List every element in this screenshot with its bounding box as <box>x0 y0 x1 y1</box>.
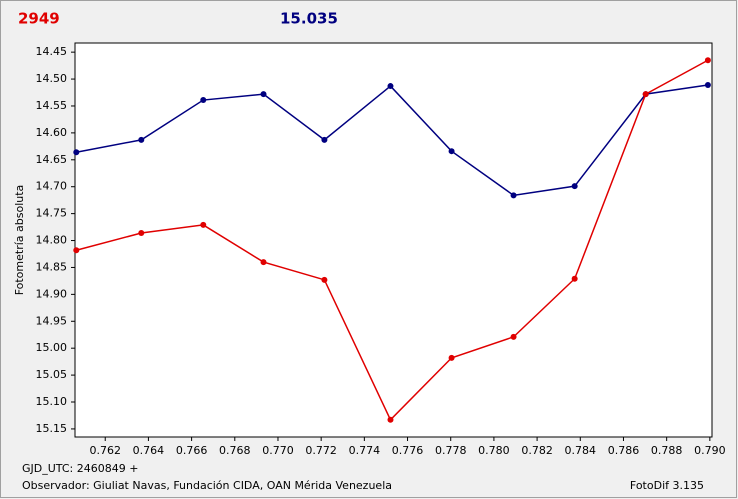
y-tick-label: 14.50 <box>36 72 68 85</box>
x-tick-label: 0.772 <box>305 444 337 457</box>
x-tick-label: 0.782 <box>521 444 553 457</box>
footer-observer: Observador: Giuliat Navas, Fundación CID… <box>22 479 392 492</box>
data-point <box>448 148 455 155</box>
data-point <box>321 276 328 283</box>
header-center: 15.035 <box>280 10 338 28</box>
x-tick-label: 0.770 <box>262 444 294 457</box>
y-tick-label: 15.05 <box>36 368 68 381</box>
data-point <box>321 136 328 143</box>
data-point <box>510 192 517 199</box>
y-tick-label: 14.95 <box>36 314 68 327</box>
x-tick-label: 0.790 <box>694 444 726 457</box>
x-tick-label: 0.778 <box>435 444 467 457</box>
data-point <box>704 57 711 64</box>
data-point <box>73 149 80 156</box>
x-tick-label: 0.774 <box>349 444 381 457</box>
y-tick-label: 14.90 <box>36 287 68 300</box>
footer-version: FotoDif 3.135 <box>630 479 704 492</box>
y-tick-label: 15.10 <box>36 395 68 408</box>
data-point <box>571 183 578 190</box>
data-point <box>510 333 517 340</box>
y-tick-label: 14.65 <box>36 153 68 166</box>
y-tick-label: 14.75 <box>36 207 68 220</box>
header-left: 2949 <box>18 10 60 28</box>
data-point <box>73 247 80 254</box>
x-tick-label: 0.762 <box>89 444 121 457</box>
x-tick-label: 0.784 <box>565 444 597 457</box>
y-axis-label: Fotometría absoluta <box>13 185 26 296</box>
x-tick-label: 0.764 <box>133 444 165 457</box>
y-tick-label: 14.45 <box>36 45 68 58</box>
x-tick-label: 0.768 <box>219 444 251 457</box>
data-point <box>200 97 207 104</box>
y-tick-label: 15.00 <box>36 341 68 354</box>
data-point <box>448 354 455 361</box>
y-tick-label: 15.15 <box>36 422 68 435</box>
data-point <box>260 259 267 266</box>
data-point <box>387 83 394 90</box>
data-point <box>387 416 394 423</box>
data-point <box>200 221 207 228</box>
y-tick-label: 14.55 <box>36 99 68 112</box>
data-point <box>138 230 145 237</box>
data-point <box>571 275 578 282</box>
footer-gjd: GJD_UTC: 2460849 + <box>22 462 138 475</box>
x-tick-label: 0.786 <box>608 444 640 457</box>
data-point <box>138 136 145 143</box>
data-point <box>642 91 649 98</box>
y-tick-label: 14.70 <box>36 180 68 193</box>
plot-area <box>74 42 713 438</box>
x-tick-label: 0.788 <box>651 444 683 457</box>
x-tick-label: 0.776 <box>392 444 424 457</box>
y-tick-label: 14.80 <box>36 234 68 247</box>
x-tick-label: 0.780 <box>478 444 510 457</box>
data-point <box>260 91 267 98</box>
data-point <box>704 81 711 88</box>
x-tick-label: 0.766 <box>176 444 208 457</box>
y-tick-label: 14.85 <box>36 260 68 273</box>
y-tick-label: 14.60 <box>36 126 68 139</box>
